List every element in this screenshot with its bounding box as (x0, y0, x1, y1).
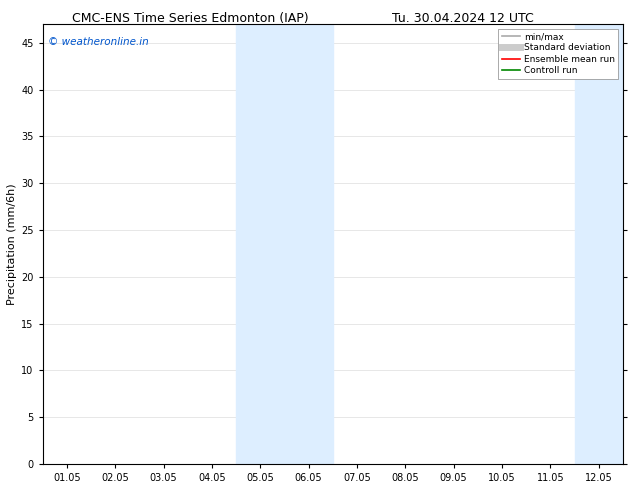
Text: CMC-ENS Time Series Edmonton (IAP): CMC-ENS Time Series Edmonton (IAP) (72, 12, 309, 25)
Text: Tu. 30.04.2024 12 UTC: Tu. 30.04.2024 12 UTC (392, 12, 534, 25)
Y-axis label: Precipitation (mm/6h): Precipitation (mm/6h) (7, 183, 17, 305)
Legend: min/max, Standard deviation, Ensemble mean run, Controll run: min/max, Standard deviation, Ensemble me… (498, 28, 618, 78)
Bar (236, 24, 333, 464)
Bar (574, 24, 634, 464)
Text: © weatheronline.in: © weatheronline.in (48, 37, 149, 48)
